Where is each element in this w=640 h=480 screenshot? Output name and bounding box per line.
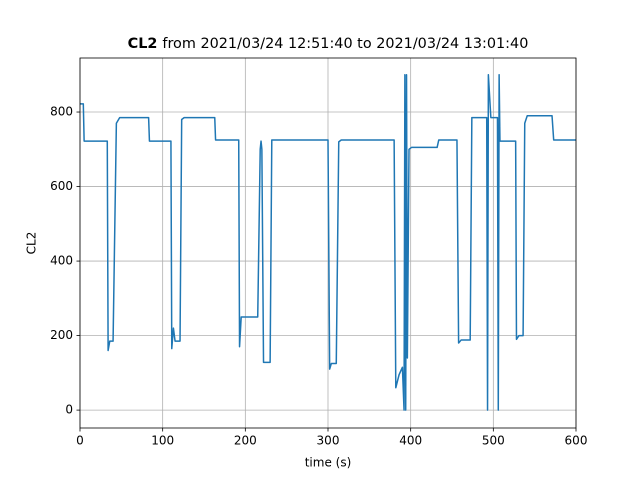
- x-tick-label: 600: [565, 434, 588, 448]
- x-tick-label: 500: [482, 434, 505, 448]
- y-tick-label: 800: [50, 105, 73, 119]
- x-axis-label: time (s): [305, 456, 352, 470]
- x-tick-label: 0: [76, 434, 84, 448]
- chart-title: CL2 from 2021/03/24 12:51:40 to 2021/03/2…: [128, 36, 529, 52]
- y-tick-label: 0: [65, 403, 73, 417]
- y-axis-label: CL2: [25, 232, 39, 255]
- title-bold: CL2: [128, 36, 158, 52]
- y-tick-label: 400: [50, 254, 73, 268]
- title-rest: from 2021/03/24 12:51:40 to 2021/03/24 1…: [162, 36, 528, 52]
- data-line: [80, 74, 576, 411]
- y-tick-label: 200: [50, 328, 73, 342]
- x-tick-label: 100: [151, 434, 174, 448]
- plot-frame: [79, 57, 577, 429]
- y-tick-label: 600: [50, 179, 73, 193]
- x-tick-label: 300: [317, 434, 340, 448]
- x-tick-label: 400: [399, 434, 422, 448]
- x-tick-label: 200: [234, 434, 257, 448]
